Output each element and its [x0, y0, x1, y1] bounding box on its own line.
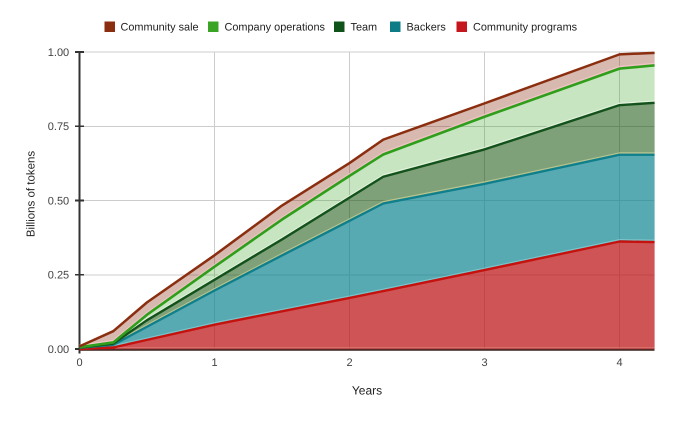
svg-text:0.25: 0.25 — [48, 270, 69, 282]
svg-text:0.00: 0.00 — [48, 344, 69, 356]
svg-text:0.75: 0.75 — [48, 121, 69, 133]
svg-text:Team: Team — [351, 22, 378, 34]
svg-text:1.00: 1.00 — [48, 47, 69, 59]
svg-text:Billions of tokens: Billions of tokens — [26, 151, 38, 238]
svg-text:Community programs: Community programs — [473, 22, 578, 34]
svg-text:Company operations: Company operations — [225, 22, 326, 34]
svg-text:1: 1 — [211, 357, 217, 369]
svg-text:0.50: 0.50 — [48, 195, 69, 207]
svg-text:2: 2 — [346, 357, 352, 369]
svg-text:0: 0 — [76, 357, 82, 369]
svg-text:4: 4 — [616, 357, 622, 369]
svg-text:3: 3 — [481, 357, 487, 369]
svg-text:Backers: Backers — [407, 22, 447, 34]
svg-text:Years: Years — [352, 384, 382, 398]
svg-text:Community sale: Community sale — [121, 22, 199, 34]
